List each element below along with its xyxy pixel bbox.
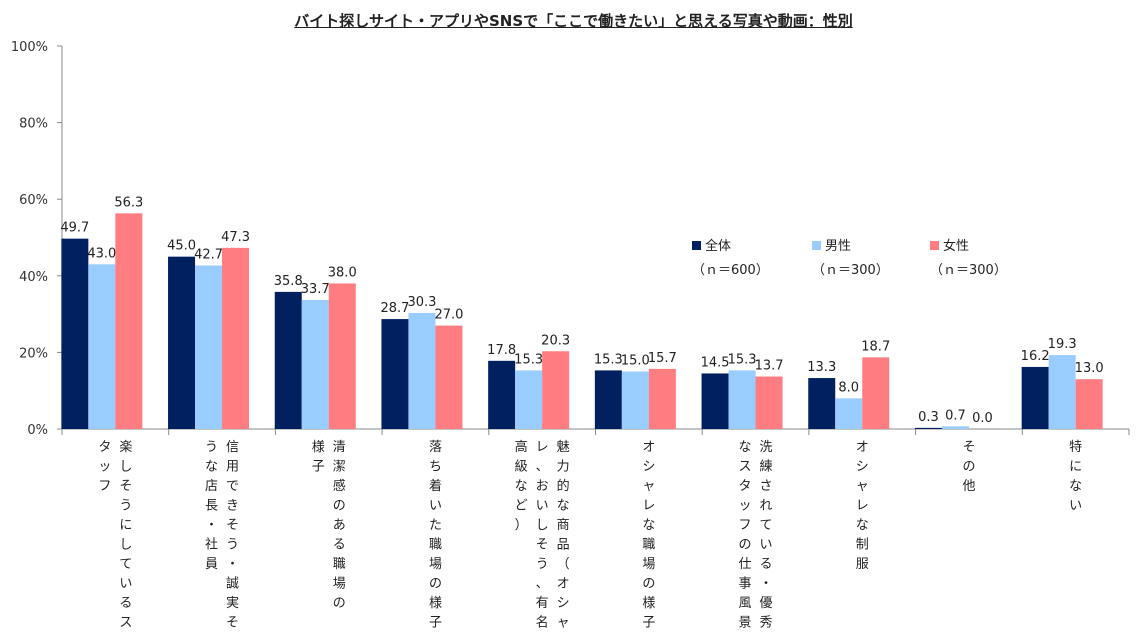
bar-男性-5: [621, 371, 649, 429]
bar-全体-6: [701, 373, 729, 429]
value-label: 0.7: [945, 408, 966, 423]
value-label: 13.3: [807, 360, 836, 375]
value-label: 19.3: [1048, 337, 1077, 352]
bar-全体-8: [914, 427, 942, 429]
bar-男性-8: [941, 426, 969, 429]
value-label: 49.7: [60, 221, 89, 236]
category-label: タッフ: [98, 440, 111, 494]
value-label: 15.7: [648, 351, 677, 366]
bar-全体-0: [61, 238, 89, 429]
chart-title: バイト探しサイト・アプリやSNSで「ここで働きたい」と思える写真や動画：性別: [294, 12, 853, 30]
value-label: 33.7: [301, 282, 330, 297]
bar-女性-5: [648, 368, 676, 429]
value-label: 18.7: [861, 339, 890, 354]
y-tick-label: 60%: [19, 193, 48, 208]
category-label: 信用できそう・誠実そ: [226, 440, 239, 631]
category-label: 魅力的な商品（オシャ: [557, 440, 570, 631]
category-label: うな店長・社員: [205, 440, 218, 572]
value-label: 27.0: [434, 308, 463, 323]
value-label: 20.3: [541, 333, 570, 348]
bar-女性-0: [115, 213, 143, 429]
bar-全体-7: [808, 378, 836, 429]
category-label: 特にない: [1069, 440, 1082, 514]
bar-全体-1: [168, 256, 196, 429]
value-label: 15.3: [594, 352, 623, 367]
bar-女性-6: [755, 376, 783, 429]
category-label: なスタッフの仕事風景: [739, 440, 752, 631]
value-label: 15.3: [514, 352, 543, 367]
value-label: 13.7: [755, 359, 784, 374]
bar-全体-4: [488, 360, 516, 429]
value-label: 43.0: [87, 246, 116, 261]
bar-男性-7: [835, 398, 863, 429]
bar-女性-7: [862, 357, 890, 429]
value-label: 15.0: [621, 354, 650, 369]
legend-label-0: 全体: [705, 238, 731, 254]
category-label: 様子: [312, 440, 325, 475]
value-label: 13.0: [1075, 361, 1104, 376]
legend-label-1: 男性: [825, 239, 851, 254]
bar-女性-9: [1075, 379, 1103, 429]
value-label: 8.0: [838, 380, 859, 395]
value-label: 28.7: [380, 301, 409, 316]
y-tick-label: 40%: [19, 270, 48, 285]
bar-女性-1: [222, 247, 250, 429]
bar-女性-4: [542, 351, 570, 429]
category-label: オシャレな制服: [856, 440, 869, 572]
bar-全体-2: [274, 291, 302, 429]
value-label: 16.2: [1021, 349, 1050, 364]
legend-swatch-0: [692, 241, 701, 250]
category-label: 落ち着いた職場の様子: [429, 440, 442, 631]
y-tick-label: 20%: [19, 346, 48, 361]
y-tick-label: 100%: [11, 40, 48, 55]
category-label: その他: [962, 440, 975, 494]
category-label: レ、おいしそう、有名、: [536, 440, 549, 641]
bar-全体-3: [381, 319, 409, 429]
legend-label-2: 女性: [943, 238, 969, 254]
value-label: 38.0: [328, 265, 357, 280]
bar-女性-3: [435, 325, 463, 429]
bar-男性-3: [408, 312, 436, 429]
value-label: 15.3: [728, 352, 757, 367]
value-label: 45.0: [167, 239, 196, 254]
category-label: 清潔感のある職場の: [333, 440, 346, 611]
value-label: 17.8: [487, 343, 516, 358]
bar-男性-4: [515, 370, 543, 429]
legend-n-1: （ｎ＝300）: [812, 263, 889, 278]
bar-男性-0: [88, 264, 116, 429]
bar-全体-9: [1021, 366, 1049, 429]
bar-女性-2: [328, 283, 356, 429]
y-tick-label: 0%: [27, 423, 48, 438]
legend-n-0: （ｎ＝600）: [692, 263, 769, 278]
value-label: 30.3: [407, 295, 436, 310]
value-label: 56.3: [114, 195, 143, 210]
category-label: 洗練されている・優秀: [760, 440, 773, 631]
value-label: 35.8: [274, 274, 303, 289]
value-label: 14.5: [701, 355, 730, 370]
legend-n-2: （ｎ＝300）: [930, 263, 1007, 278]
value-label: 47.3: [221, 230, 250, 245]
value-label: 0.3: [918, 410, 939, 425]
category-label: 楽しそうにしているス: [119, 439, 132, 631]
category-label: 高級など）: [515, 439, 528, 533]
bar-男性-6: [728, 370, 756, 429]
bar-全体-5: [594, 370, 622, 429]
category-label: オシャレな職場の様子: [642, 440, 655, 631]
value-label: 42.7: [194, 247, 223, 262]
legend-swatch-1: [812, 241, 821, 250]
value-label: 0.0: [972, 411, 993, 426]
y-tick-label: 80%: [19, 117, 48, 132]
bar-男性-1: [195, 265, 223, 429]
legend-swatch-2: [930, 241, 939, 250]
bar-男性-2: [301, 299, 329, 429]
bar-男性-9: [1048, 355, 1076, 429]
